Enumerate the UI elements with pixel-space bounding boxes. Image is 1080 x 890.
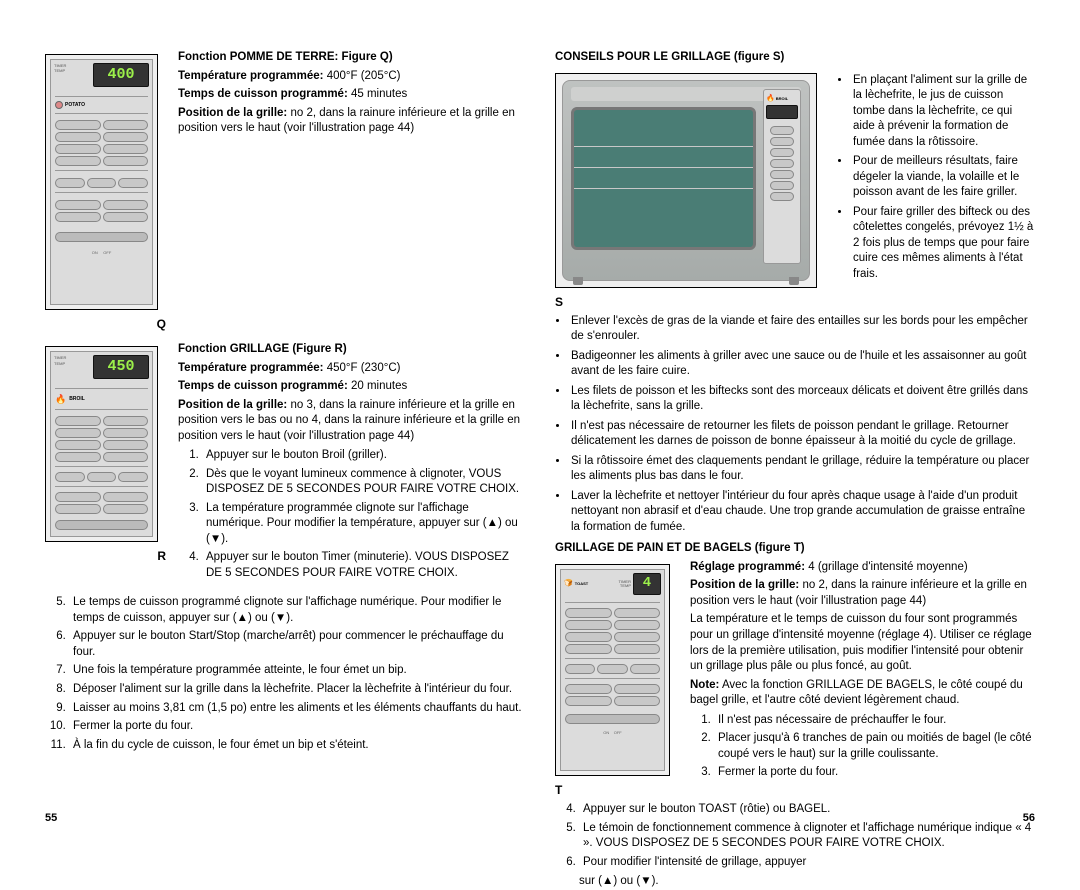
figure-r-label: R: [45, 548, 170, 564]
toast-icon: 🍞: [564, 579, 573, 588]
steps-r-top: Appuyer sur le bouton Broil (griller). D…: [178, 448, 525, 581]
step: À la fin du cycle de cuisson, le four ém…: [69, 738, 525, 754]
figure-r-text: Fonction GRILLAGE (Figure R) Température…: [178, 342, 525, 585]
bullets-s-side: En plaçant l'aliment sur la grille de la…: [837, 73, 1035, 283]
bullet: Pour faire griller des bifteck ou des cô…: [851, 205, 1035, 283]
bullets-s-full: Enlever l'excès de gras de la viande et …: [555, 314, 1035, 536]
section-s-header: CONSEILS POUR LE GRILLAGE (figure S): [555, 51, 784, 63]
steps-t-full: Appuyer sur le bouton TOAST (rôtie) ou B…: [555, 802, 1035, 870]
step: Appuyer sur le bouton TOAST (rôtie) ou B…: [579, 802, 1035, 818]
temp-val-r: 450°F (230°C): [324, 362, 401, 374]
page-number-right: 56: [1023, 811, 1035, 826]
broil-icon: 🔥: [55, 393, 66, 405]
figure-t-label: T: [555, 782, 682, 798]
broil-label: BROIL: [69, 396, 85, 403]
lcd-display-q: 400: [93, 63, 149, 87]
fn-q-header: Fonction POMME DE TERRE: Figure Q): [178, 51, 393, 63]
bullet: Laver la lèchefrite et nettoyer l'intéri…: [569, 489, 1035, 536]
figure-q-panel: TIMERTEMP 400 POTATO: [45, 54, 158, 310]
section-figure-t: 🍞 TOAST TIMERTEMP 4: [555, 560, 1035, 798]
note-text: Avec la fonction GRILLAGE DE BAGELS, le …: [690, 679, 1023, 707]
pos-label: Position de la grille:: [178, 107, 287, 119]
figure-q-text: Fonction POMME DE TERRE: Figure Q) Tempé…: [178, 50, 525, 140]
lcd-display-t: 4: [633, 573, 661, 595]
bullet: Badigeonner les aliments à griller avec …: [569, 349, 1035, 380]
reg-label: Réglage programmé:: [690, 561, 805, 573]
figure-r-panel: TIMERTEMP 450 🔥 BROIL: [45, 346, 158, 542]
broil-icon-s: 🔥: [766, 94, 775, 103]
reg-val: 4 (grillage d'intensité moyenne): [805, 561, 968, 573]
step: Le temps de cuisson programmé clignote s…: [69, 595, 525, 626]
section-figure-s: 🔥 BROIL S: [555, 69, 1035, 310]
step: Appuyer sur le bouton Timer (minuterie).…: [202, 550, 525, 581]
pos-label-r: Position de la grille:: [178, 399, 287, 411]
temp-label: Température programmée:: [178, 70, 324, 82]
note-label: Note:: [690, 679, 719, 691]
lcd-display-r: 450: [93, 355, 149, 379]
time-val: 45 minutes: [348, 88, 407, 100]
step: Fermer la porte du four.: [714, 765, 1035, 781]
step: Fermer la porte du four.: [69, 719, 525, 735]
section-t-header: GRILLAGE DE PAIN ET DE BAGELS (figure T): [555, 542, 805, 554]
step: Une fois la température programmée attei…: [69, 663, 525, 679]
figure-t-text: Réglage programmé: 4 (grillage d'intensi…: [690, 560, 1035, 785]
figure-t-panel: 🍞 TOAST TIMERTEMP 4: [555, 564, 670, 776]
steps-r-bottom: Le temps de cuisson programmé clignote s…: [45, 595, 525, 753]
bullet: Enlever l'excès de gras de la viande et …: [569, 314, 1035, 345]
broil-label-s: BROIL: [776, 96, 788, 101]
bullet: Les filets de poisson et les biftecks so…: [569, 384, 1035, 415]
temp-label-r: Température programmée:: [178, 362, 324, 374]
step: Dès que le voyant lumineux commence à cl…: [202, 467, 525, 498]
pos-label-t: Position de la grille:: [690, 579, 799, 591]
step: Déposer l'aliment sur la grille dans la …: [69, 682, 525, 698]
bullet: Il n'est pas nécessaire de retourner les…: [569, 419, 1035, 450]
step: Appuyer sur le bouton Start/Stop (marche…: [69, 629, 525, 660]
bullet: En plaçant l'aliment sur la grille de la…: [851, 73, 1035, 151]
figure-q-label: Q: [45, 316, 170, 332]
fn-r-header: Fonction GRILLAGE (Figure R): [178, 343, 347, 355]
section-figure-r: TIMERTEMP 450 🔥 BROIL: [45, 342, 525, 585]
page-number-left: 55: [45, 811, 57, 826]
section-figure-q: TIMERTEMP 400 POTATO: [45, 50, 525, 332]
potato-icon: [55, 101, 63, 109]
steps-t-trail: sur (▲) ou (▼).: [579, 874, 1035, 890]
bullet: Si la rôtissoire émet des claquements pe…: [569, 454, 1035, 485]
temp-val: 400°F (205°C): [324, 70, 401, 82]
step: Laisser au moins 3,81 cm (1,5 po) entre …: [69, 701, 525, 717]
figure-s-label: S: [555, 294, 829, 310]
time-label: Temps de cuisson programmé:: [178, 88, 348, 100]
page-left: TIMERTEMP 400 POTATO: [45, 50, 525, 816]
potato-label: POTATO: [65, 102, 85, 109]
step: Appuyer sur le bouton Broil (griller).: [202, 448, 525, 464]
step: Le témoin de fonctionnement commence à c…: [579, 821, 1035, 852]
step: Placer jusqu'à 6 tranches de pain ou moi…: [714, 731, 1035, 762]
toast-label: TOAST: [575, 581, 617, 586]
time-label-r: Temps de cuisson programmé:: [178, 380, 348, 392]
t-para1: La température et le temps de cuisson du…: [690, 612, 1035, 674]
step: Pour modifier l'intensité de grillage, a…: [579, 855, 1035, 871]
figure-s-oven: 🔥 BROIL: [555, 73, 817, 288]
step: La température programmée clignote sur l…: [202, 501, 525, 548]
page-right: CONSEILS POUR LE GRILLAGE (figure S) 🔥 B…: [555, 50, 1035, 816]
bullet: Pour de meilleurs résultats, faire dégel…: [851, 154, 1035, 201]
time-val-r: 20 minutes: [348, 380, 407, 392]
step: Il n'est pas nécessaire de préchauffer l…: [714, 713, 1035, 729]
steps-t-side: Il n'est pas nécessaire de préchauffer l…: [690, 713, 1035, 781]
